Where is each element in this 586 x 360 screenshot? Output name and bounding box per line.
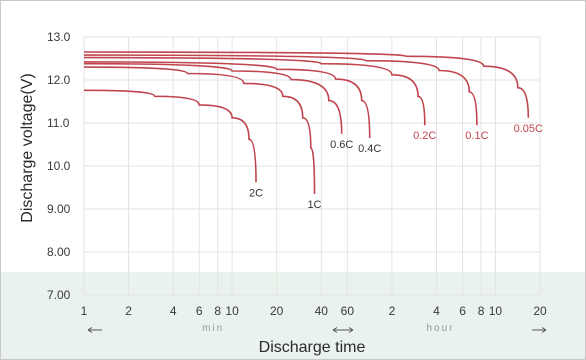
x-tick-label: 4 xyxy=(170,304,177,318)
y-tick-label: 12.0 xyxy=(47,73,71,87)
y-tick-label: 11.0 xyxy=(47,116,70,130)
curve-label: 0.2C xyxy=(413,130,436,142)
grid-layer xyxy=(83,36,541,296)
curve-0-1c xyxy=(83,54,478,126)
x-axis-title: Discharge time xyxy=(259,339,366,356)
y-tick-label: 8.00 xyxy=(47,245,71,259)
y-tick-label: 10.0 xyxy=(47,159,71,173)
x-tick-labels: 1 2 4 6 8 10 20 40 60 2 4 6 8 10 20 xyxy=(81,304,547,318)
x-tick-label: 20 xyxy=(533,304,547,318)
x-tick-label: 2 xyxy=(125,304,132,318)
y-tick-label: 13.0 xyxy=(47,30,71,44)
curve-label: 0.6C xyxy=(330,139,353,151)
y-axis-title: Discharge voltage(V) xyxy=(19,73,36,222)
x-tick-label: 4 xyxy=(433,304,440,318)
y-tick-label: 7.00 xyxy=(47,288,71,302)
x-tick-label: 6 xyxy=(196,304,203,318)
arrow-right-icon xyxy=(532,327,547,333)
chart-footer-band xyxy=(1,272,585,359)
curve-layer xyxy=(83,51,530,195)
curve-1c xyxy=(83,66,316,195)
curve-label: 0.1C xyxy=(465,130,488,142)
curve-label: 0.05C xyxy=(514,123,543,135)
x-tick-label: 8 xyxy=(478,304,485,318)
x-tick-label: 1 xyxy=(81,304,88,318)
y-tick-labels: 13.0 12.0 11.0 10.0 9.00 8.00 7.00 xyxy=(47,30,71,302)
curve-label: 2C xyxy=(249,187,263,199)
curve-label: 0.4C xyxy=(358,143,381,155)
unit-labels: min hour xyxy=(202,323,454,334)
curve-2c xyxy=(83,89,257,183)
x-tick-label: 20 xyxy=(270,304,284,318)
curve-labels: 2C 1C 0.6C 0.4C 0.2C 0.1C 0.05C xyxy=(249,123,543,211)
curve-0-6c xyxy=(83,62,343,134)
x-tick-label: 8 xyxy=(214,304,221,318)
unit-label: hour xyxy=(426,323,454,334)
x-tick-label: 10 xyxy=(489,304,503,318)
curve-label: 1C xyxy=(307,199,321,211)
arrow-mid-icon xyxy=(332,327,354,333)
y-tick-label: 9.00 xyxy=(47,202,71,216)
unit-label: min xyxy=(202,323,224,334)
x-tick-label: 40 xyxy=(315,304,329,318)
curve-0-05c xyxy=(83,51,530,118)
x-tick-label: 60 xyxy=(341,304,355,318)
curve-0-2c xyxy=(83,56,426,126)
x-tick-label: 6 xyxy=(459,304,466,318)
arrow-left-icon xyxy=(87,327,102,333)
curve-0-4c xyxy=(83,61,371,139)
x-tick-label: 2 xyxy=(389,304,396,318)
x-tick-label: 10 xyxy=(225,304,239,318)
x-axis-arrows xyxy=(87,327,547,333)
